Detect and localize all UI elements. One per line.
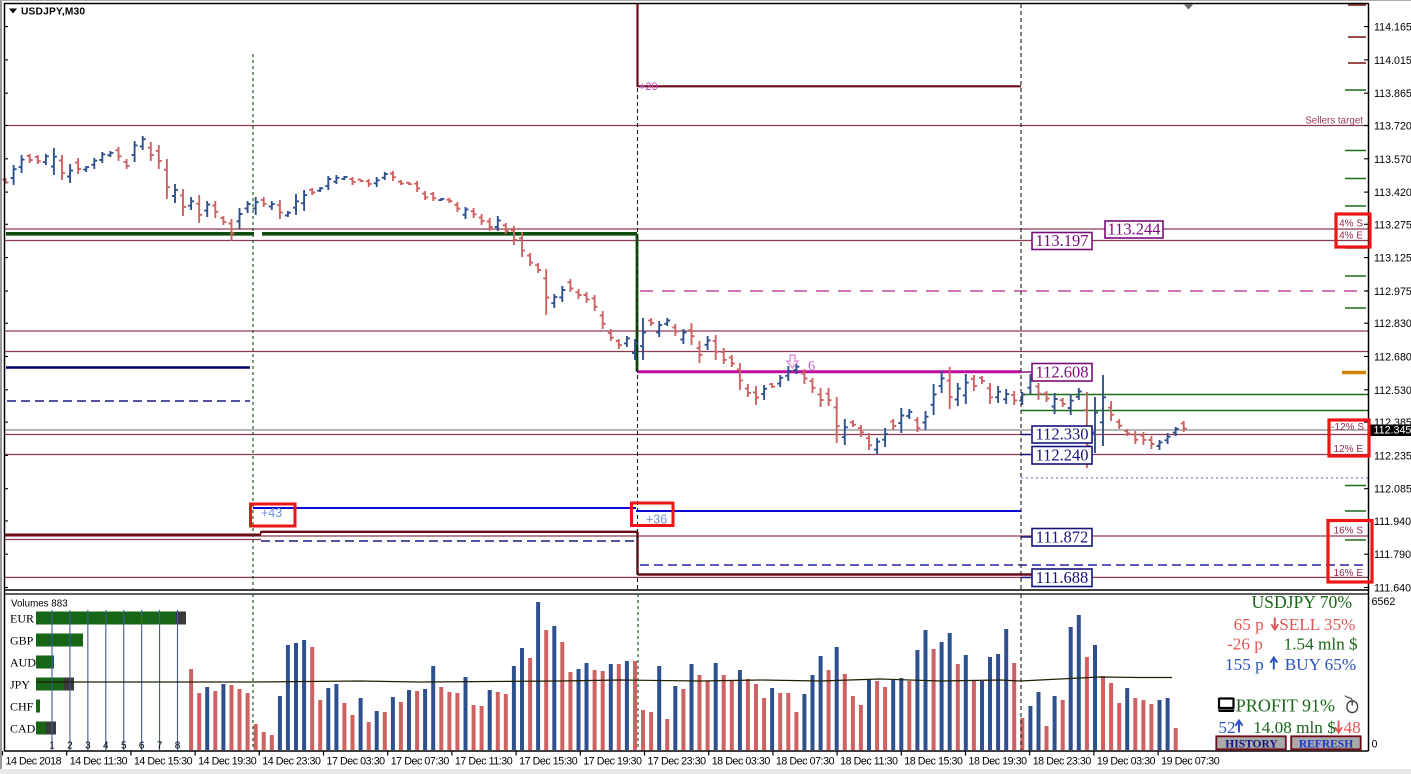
svg-text:17 Dec 07:30: 17 Dec 07:30: [391, 756, 450, 768]
svg-text:155 p: 155 p: [1225, 655, 1264, 674]
svg-text:14 Dec 15:30: 14 Dec 15:30: [134, 756, 193, 768]
svg-text:112.975: 112.975: [1374, 286, 1411, 298]
svg-text:7: 7: [157, 741, 163, 752]
svg-text:14 Dec 2018: 14 Dec 2018: [6, 756, 62, 768]
svg-text:111.790: 111.790: [1374, 549, 1411, 561]
svg-text:114.015: 114.015: [1374, 55, 1411, 67]
svg-text:USDJPY 70%: USDJPY 70%: [1251, 592, 1352, 612]
svg-text:12% E: 12% E: [1334, 444, 1364, 455]
svg-text:14.08 mln $: 14.08 mln $: [1253, 718, 1336, 737]
svg-text:18 Dec 03:30: 18 Dec 03:30: [712, 756, 771, 768]
svg-text:114.165: 114.165: [1374, 22, 1411, 34]
svg-text:4: 4: [103, 741, 109, 752]
svg-text:17 Dec 15:30: 17 Dec 15:30: [519, 756, 578, 768]
svg-text:19 Dec 03:30: 19 Dec 03:30: [1097, 756, 1156, 768]
svg-text:112.680: 112.680: [1374, 352, 1411, 364]
svg-text:48: 48: [1344, 718, 1361, 737]
svg-text:SELL 35%: SELL 35%: [1279, 615, 1355, 634]
svg-text:USDJPY,M30: USDJPY,M30: [21, 7, 85, 18]
svg-text:112.608: 112.608: [1035, 363, 1088, 382]
svg-text:112.830: 112.830: [1374, 318, 1411, 330]
svg-text:18 Dec 11:30: 18 Dec 11:30: [840, 756, 898, 768]
svg-text:2: 2: [67, 741, 73, 752]
svg-text:113.865: 113.865: [1374, 88, 1411, 100]
svg-text:65 p: 65 p: [1234, 615, 1264, 634]
svg-text:4% S: 4% S: [1339, 219, 1363, 230]
svg-text:6: 6: [139, 741, 145, 752]
svg-text:16% S: 16% S: [1334, 526, 1364, 537]
svg-text:17 Dec 19:30: 17 Dec 19:30: [583, 756, 642, 768]
svg-text:111.940: 111.940: [1374, 516, 1411, 528]
svg-text:18 Dec 19:30: 18 Dec 19:30: [969, 756, 1028, 768]
svg-text:113.570: 113.570: [1374, 154, 1411, 166]
svg-text:-26 p: -26 p: [1227, 635, 1263, 654]
svg-text:17 Dec 23:30: 17 Dec 23:30: [648, 756, 707, 768]
svg-text:BUY 65%: BUY 65%: [1285, 655, 1356, 674]
svg-text:18 Dec 15:30: 18 Dec 15:30: [904, 756, 963, 768]
svg-text:8: 8: [175, 741, 181, 752]
svg-text:JPY: JPY: [10, 678, 30, 692]
svg-text:HISTORY: HISTORY: [1225, 738, 1278, 750]
svg-text:112.345: 112.345: [1374, 425, 1411, 437]
svg-text:PROFIT 91%: PROFIT 91%: [1236, 695, 1335, 715]
svg-text:113.275: 113.275: [1374, 219, 1411, 231]
svg-text:19 Dec 07:30: 19 Dec 07:30: [1161, 756, 1220, 768]
svg-text:3: 3: [85, 741, 91, 752]
svg-text:52: 52: [1218, 718, 1235, 737]
svg-text:+43: +43: [261, 506, 282, 520]
svg-text:CAD: CAD: [10, 722, 36, 736]
svg-text:14 Dec 19:30: 14 Dec 19:30: [198, 756, 257, 768]
svg-text:AUD: AUD: [10, 656, 36, 670]
svg-text:17 Dec 03:30: 17 Dec 03:30: [327, 756, 386, 768]
svg-text:1: 1: [49, 741, 55, 752]
svg-text:112.330: 112.330: [1035, 425, 1088, 444]
svg-text:5: 5: [121, 741, 127, 752]
svg-text:112.085: 112.085: [1374, 484, 1411, 496]
svg-text:EUR: EUR: [10, 612, 34, 626]
svg-text:1.54 mln $: 1.54 mln $: [1284, 635, 1358, 654]
svg-text:113.420: 113.420: [1374, 187, 1411, 199]
svg-text:113.244: 113.244: [1107, 220, 1160, 239]
svg-text:112.240: 112.240: [1035, 446, 1088, 465]
svg-text:14 Dec 11:30: 14 Dec 11:30: [70, 756, 128, 768]
svg-text:111.688: 111.688: [1036, 568, 1088, 587]
svg-text:113.197: 113.197: [1035, 231, 1088, 250]
svg-text:111.640: 111.640: [1374, 583, 1411, 595]
svg-text:111.872: 111.872: [1036, 528, 1088, 547]
svg-text:Sellers target: Sellers target: [1305, 116, 1363, 127]
svg-text:GBP: GBP: [10, 634, 34, 648]
svg-text:REFRESH: REFRESH: [1299, 738, 1353, 750]
svg-text:-12% S: -12% S: [1331, 422, 1364, 433]
svg-text:18 Dec 23:30: 18 Dec 23:30: [1033, 756, 1092, 768]
svg-text:Volumes 883: Volumes 883: [11, 599, 68, 610]
svg-text:+36: +36: [646, 513, 667, 527]
svg-text:+20: +20: [639, 81, 658, 93]
svg-text:6: 6: [808, 359, 815, 374]
svg-text:113.125: 113.125: [1374, 253, 1411, 265]
svg-text:16% E: 16% E: [1334, 568, 1364, 579]
svg-text:14 Dec 23:30: 14 Dec 23:30: [262, 756, 321, 768]
svg-text:CHF: CHF: [10, 700, 34, 714]
svg-text:18 Dec 07:30: 18 Dec 07:30: [776, 756, 835, 768]
svg-text:113.720: 113.720: [1374, 121, 1411, 133]
svg-text:4% E: 4% E: [1339, 231, 1363, 242]
svg-text:0: 0: [1372, 739, 1378, 751]
svg-text:112.235: 112.235: [1374, 450, 1411, 462]
svg-text:112.530: 112.530: [1374, 385, 1411, 397]
svg-text:17 Dec 11:30: 17 Dec 11:30: [455, 756, 513, 768]
svg-text:6562: 6562: [1372, 596, 1396, 608]
